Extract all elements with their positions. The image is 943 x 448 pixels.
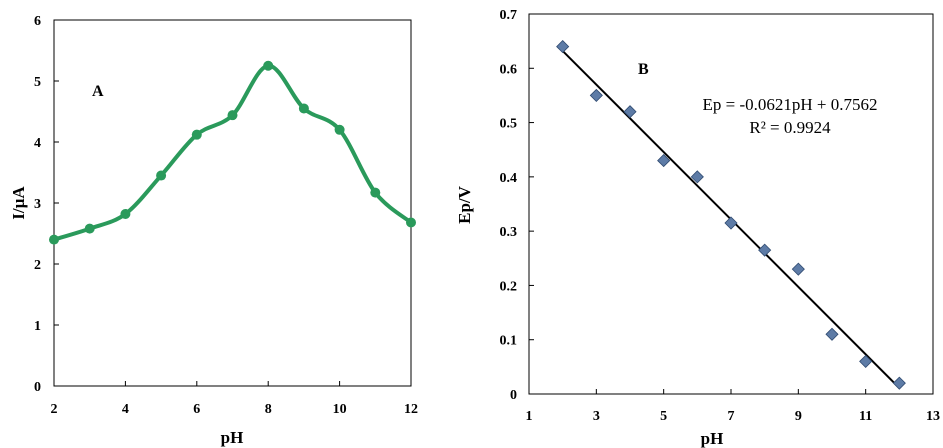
chart-a-y-axis-title: I/µA	[9, 186, 28, 220]
chart-b-data-point	[825, 327, 839, 341]
chart-b: B Ep = -0.0621pH + 0.7562 R² = 0.9924 pH…	[455, 8, 940, 448]
chart-b-x-axis-title: pH	[701, 429, 724, 448]
chart-a-data-point	[406, 217, 416, 228]
chart-a-x-tick-label: 6	[193, 402, 200, 417]
chart-b-y-tick-label: 0.5	[500, 117, 518, 132]
chart-b-x-tick-label: 5	[660, 409, 667, 424]
chart-a-series-line	[52, 63, 413, 242]
chart-b-data-point	[859, 354, 873, 368]
chart-b-frame	[528, 13, 934, 395]
chart-a-data-point	[120, 208, 131, 219]
chart-b-data-point	[892, 376, 906, 390]
chart-b-data-point	[589, 88, 603, 102]
chart-b-y-tick-label: 0.1	[500, 334, 518, 349]
chart-a-y-tick-label: 1	[34, 319, 41, 334]
chart-a-data-point	[49, 234, 59, 245]
chart-a-x-tick-label: 4	[122, 402, 129, 417]
chart-b-data-point	[724, 216, 738, 230]
chart-a-x-tick-label: 12	[404, 402, 418, 417]
chart-b-data-point	[657, 154, 671, 168]
chart-b-data-point	[556, 40, 570, 54]
chart-b-x-tick-label: 9	[795, 409, 802, 424]
chart-a-panel-label: A	[92, 83, 104, 100]
chart-a-data-point	[156, 170, 167, 181]
chart-a-y-tick-label: 0	[34, 380, 41, 395]
chart-b-x-tick-label: 1	[526, 409, 533, 424]
chart-b-y-axis-title: Ep/V	[455, 185, 474, 224]
chart-b-y-tick-label: 0.4	[500, 171, 518, 186]
chart-b-y-tick-label: 0.3	[500, 225, 518, 240]
chart-a-x-tick-label: 10	[333, 402, 347, 417]
chart-a-data-point	[298, 103, 309, 114]
chart-a-y-tick-label: 4	[34, 136, 41, 151]
chart-b-data-point	[791, 262, 805, 276]
chart-b-x-tick-label: 7	[728, 409, 735, 424]
chart-a-y-tick-label: 6	[34, 14, 41, 29]
chart-a-x-tick-label: 2	[51, 402, 58, 417]
chart-a-frame	[53, 19, 412, 387]
chart-b-x-tick-label: 11	[859, 409, 872, 424]
chart-b-y-tick-label: 0	[510, 388, 517, 403]
chart-b-x-tick-label: 13	[926, 409, 940, 424]
chart-b-panel-label: B	[638, 61, 649, 78]
chart-b-data-point	[758, 243, 772, 257]
chart-b-fit-equation: Ep = -0.0621pH + 0.7562	[703, 95, 878, 114]
chart-a-data-point	[263, 60, 274, 71]
chart-a-x-tick-label: 8	[265, 402, 272, 417]
chart-b-r-squared: R² = 0.9924	[749, 118, 831, 137]
chart-a-data-point	[191, 129, 202, 140]
chart-b-y-tick-label: 0.7	[500, 8, 518, 23]
chart-a-y-tick-label: 5	[34, 75, 41, 90]
chart-b-y-tick-label: 0.6	[500, 62, 518, 77]
chart-b-data-point	[623, 105, 637, 119]
chart-a-y-tick-label: 3	[34, 197, 41, 212]
chart-b-x-tick-label: 3	[593, 409, 600, 424]
chart-a-x-axis-title: pH	[221, 428, 244, 447]
chart-b-y-tick-label: 0.2	[500, 279, 518, 294]
chart-a-data-point	[84, 223, 95, 234]
chart-a-data-point	[370, 187, 381, 198]
chart-b-data-point	[690, 170, 704, 184]
chart-a-data-point	[334, 124, 345, 135]
chart-a-y-tick-label: 2	[34, 258, 41, 273]
chart-a-data-point	[227, 110, 238, 121]
